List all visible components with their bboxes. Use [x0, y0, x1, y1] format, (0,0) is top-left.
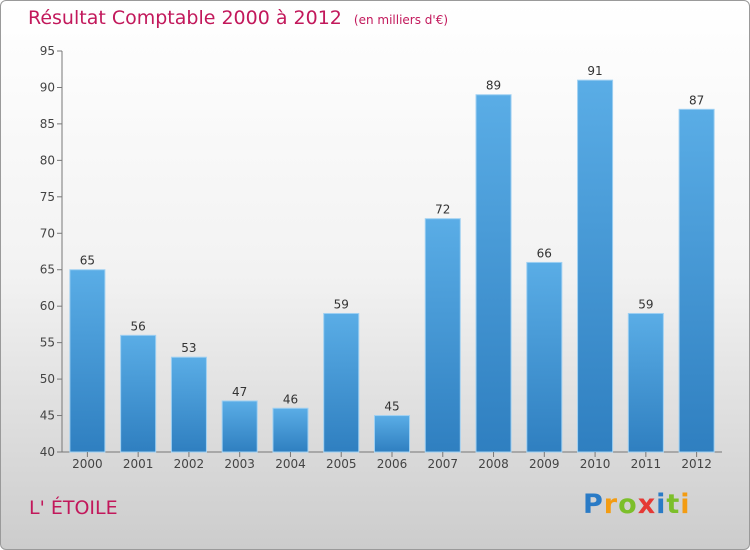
- logo-letter: o: [618, 489, 638, 520]
- data-label: 72: [435, 203, 450, 217]
- logo-letter: r: [603, 489, 619, 520]
- bar: [627, 312, 664, 453]
- data-label: 46: [283, 392, 298, 406]
- x-tick-label: 2010: [580, 457, 611, 471]
- data-label: 56: [131, 319, 146, 333]
- y-tick-label: 50: [40, 372, 55, 386]
- x-tick-label: 2001: [123, 457, 154, 471]
- data-label: 65: [80, 254, 95, 268]
- bar: [170, 356, 207, 453]
- bar: [475, 94, 512, 453]
- x-tick-label: 2006: [377, 457, 408, 471]
- data-label: 91: [587, 64, 602, 78]
- data-label: 87: [689, 93, 704, 107]
- data-label: 59: [638, 297, 653, 311]
- y-tick-label: 80: [40, 153, 55, 167]
- x-tick-label: 2007: [427, 457, 458, 471]
- chart-title: Résultat Comptable 2000 à 2012 (en millie…: [28, 7, 448, 29]
- y-tick-label: 85: [40, 117, 55, 131]
- logo-letter: x: [637, 489, 657, 520]
- x-tick-label: 2003: [224, 457, 255, 471]
- data-label: 59: [334, 297, 349, 311]
- chart-subtitle: (en milliers d'€): [353, 13, 449, 27]
- x-tick-label: 2008: [478, 457, 509, 471]
- y-tick-label: 90: [40, 80, 55, 94]
- data-label: 89: [486, 79, 501, 93]
- x-tick-label: 2002: [174, 457, 205, 471]
- chart-title-text: Résultat Comptable 2000 à 2012: [28, 7, 342, 29]
- bar: [323, 312, 360, 453]
- data-label: 47: [232, 385, 247, 399]
- bar: [373, 415, 411, 453]
- x-tick-label: 2009: [529, 457, 560, 471]
- y-tick-label: 65: [40, 263, 55, 277]
- x-tick-label: 2012: [681, 457, 712, 471]
- x-tick-label: 2004: [275, 457, 306, 471]
- location-name: L' ÉTOILE: [29, 497, 118, 519]
- logo-letter: t: [666, 489, 681, 520]
- bar: [120, 334, 157, 453]
- logo-letter: i: [680, 489, 691, 520]
- bar: [526, 261, 563, 453]
- bar: [69, 269, 106, 453]
- y-tick-label: 95: [40, 44, 55, 58]
- y-tick-label: 75: [40, 190, 55, 204]
- bar: [577, 79, 614, 453]
- y-tick-label: 70: [40, 226, 55, 240]
- x-tick-label: 2011: [631, 457, 662, 471]
- y-tick-label: 45: [40, 409, 55, 423]
- x-tick-label: 2005: [326, 457, 357, 471]
- bar: [221, 400, 258, 453]
- logo-letter: P: [583, 489, 604, 520]
- data-label: 66: [537, 246, 552, 260]
- proxiti-logo: Proxiti: [583, 489, 691, 520]
- y-tick-label: 40: [40, 445, 55, 459]
- bar: [272, 407, 309, 453]
- y-tick-label: 55: [40, 336, 55, 350]
- logo-letter: i: [656, 489, 667, 520]
- bar: [424, 218, 461, 453]
- data-label: 45: [384, 400, 399, 414]
- y-tick-label: 60: [40, 299, 55, 313]
- data-label: 53: [181, 341, 196, 355]
- bar: [678, 108, 715, 453]
- x-tick-label: 2000: [72, 457, 103, 471]
